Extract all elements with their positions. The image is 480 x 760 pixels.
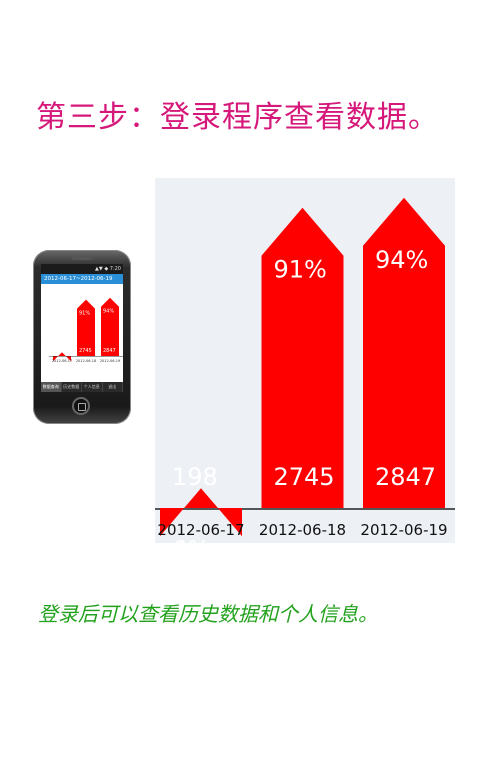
phone-screen: ▲▼ ◆ 7:20 2012-06-17~2012-06-19 6% 198 201… [41, 264, 123, 392]
chart-panel: 6% 198 2012-06-17 91% 2745 2012-06-18 94% 2847 2… [155, 178, 455, 543]
mini-percent-label: 91% [79, 311, 90, 317]
page-heading: 第三步：登录程序查看数据。 [36, 100, 439, 135]
mini-percent-label: 94% [103, 309, 114, 315]
mini-x-tick-label: 2012-06-19 [100, 359, 120, 363]
mini-x-tick-label: 2012-06-17 [52, 359, 72, 363]
mini-value-label: 2847 [103, 348, 116, 354]
mini-percent-label: 6% [55, 363, 63, 369]
caption-text: 登录后可以查看历史数据和个人信息。 [38, 602, 378, 626]
phone-mini-chart: 6% 198 2012-06-17 91% 2745 2012-06-18 94% 2847 2… [49, 297, 123, 369]
phone-tab-history[interactable]: 历史数据 [62, 382, 82, 392]
phone-illustration: ▲▼ ◆ 7:20 2012-06-17~2012-06-19 6% 198 201… [33, 250, 131, 424]
chart-bar-2012-06-19 [363, 197, 445, 509]
mini-chart-bar [53, 352, 71, 362]
value-label: 198 [172, 463, 218, 491]
percent-label: 91% [274, 256, 327, 284]
mini-value-label: 2745 [79, 348, 92, 354]
x-tick-label: 2012-06-18 [259, 521, 346, 539]
percent-label: 94% [375, 246, 428, 274]
phone-speaker [72, 257, 92, 260]
bar-chart: 6% 198 2012-06-17 91% 2745 2012-06-18 94% 2847 2… [155, 197, 455, 543]
phone-tab-bar: 数据查询 历史数据 个人信息 退出 [41, 382, 123, 392]
phone-tab-profile[interactable]: 个人信息 [82, 382, 103, 392]
chart-bar-2012-06-17 [160, 488, 242, 537]
phone-tab-exit[interactable]: 退出 [103, 382, 123, 392]
mini-chart-bar [101, 297, 119, 356]
value-label: 2745 [274, 463, 335, 491]
chart-bar-2012-06-18 [261, 207, 344, 508]
phone-date-range: 2012-06-17~2012-06-19 [41, 274, 123, 284]
mini-x-tick-label: 2012-06-18 [76, 359, 96, 363]
mini-chart-bar [77, 299, 95, 356]
value-label: 2847 [375, 463, 436, 491]
mini-value-label: 198 [55, 348, 65, 354]
home-button-icon [72, 397, 90, 415]
phone-status-bar: ▲▼ ◆ 7:20 [41, 264, 123, 274]
percent-label: 6% [172, 536, 210, 543]
phone-tab-query[interactable]: 数据查询 [41, 382, 62, 392]
x-tick-label: 2012-06-17 [157, 521, 244, 539]
x-tick-label: 2012-06-19 [360, 521, 447, 539]
